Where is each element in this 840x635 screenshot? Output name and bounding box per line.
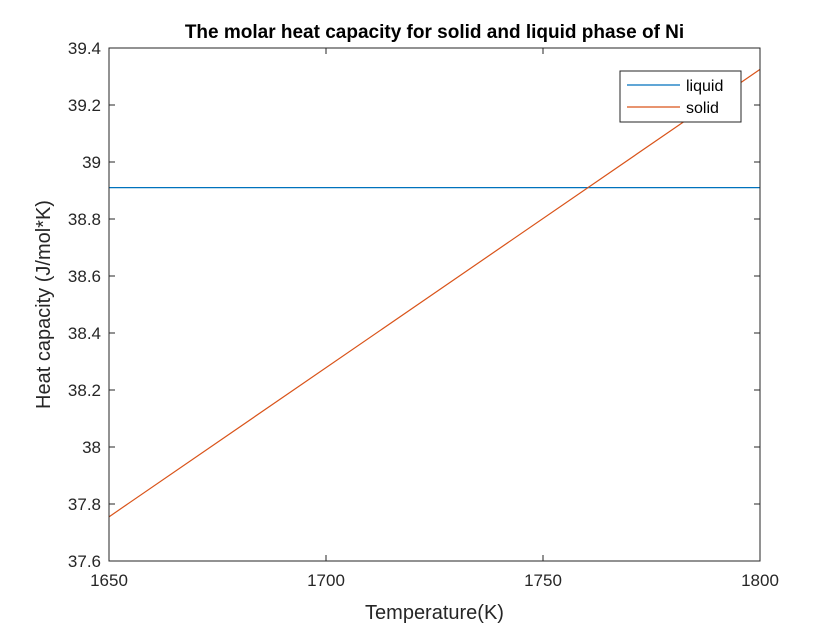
y-axis-label: Heat capacity (J/mol*K) <box>33 200 55 409</box>
series-line-solid <box>108 68 761 518</box>
y-tick-label: 39.4 <box>68 39 101 58</box>
y-tick-label: 38.6 <box>68 267 101 286</box>
plot-area <box>109 48 760 561</box>
y-tick-label: 38.2 <box>68 381 101 400</box>
y-tick-label: 39 <box>82 153 101 172</box>
chart-title: The molar heat capacity for solid and li… <box>185 22 684 43</box>
legend-label-solid: solid <box>686 100 719 117</box>
legend-label-liquid: liquid <box>686 78 723 95</box>
y-tick-label: 38 <box>82 438 101 457</box>
y-tick-label: 37.6 <box>68 552 101 571</box>
x-tick-label: 1800 <box>741 571 779 590</box>
y-tick-label: 37.8 <box>68 495 101 514</box>
x-tick-label: 1700 <box>307 571 345 590</box>
y-tick-label: 39.2 <box>68 96 101 115</box>
ticks-layer: 1650 1700 1750 1800 37.6 37.8 38 38.2 38.4 38.6 38… <box>68 39 779 590</box>
legend: liquid solid <box>619 70 742 123</box>
legend-box <box>619 70 742 123</box>
series-layer <box>108 68 761 518</box>
y-tick-label: 38.8 <box>68 210 101 229</box>
y-tick-label: 38.4 <box>68 324 101 343</box>
axes-box <box>108 47 761 562</box>
x-tick-label: 1750 <box>524 571 562 590</box>
x-tick-label: 1650 <box>90 571 128 590</box>
x-axis-label: Temperature(K) <box>365 602 504 624</box>
